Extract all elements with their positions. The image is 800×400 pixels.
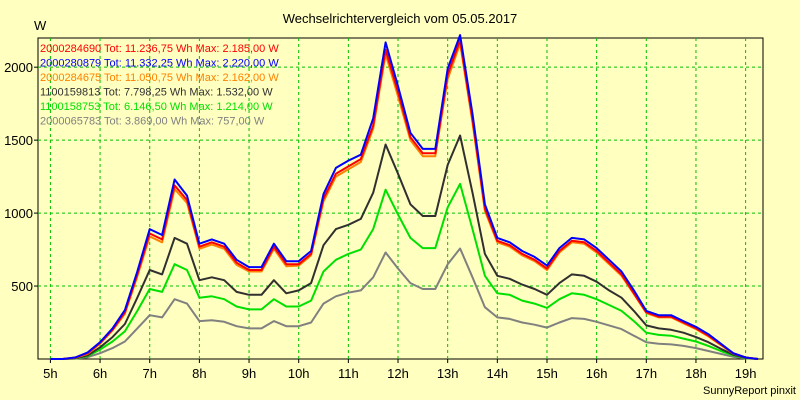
series-line-1100159813 bbox=[50, 134, 759, 360]
x-tick-label: 8h bbox=[192, 366, 206, 381]
x-tick-label: 16h bbox=[586, 366, 608, 381]
x-tick-label: 11h bbox=[338, 366, 359, 381]
x-tick-label: 9h bbox=[242, 366, 256, 381]
footer-credit: SunnyReport pinxit bbox=[703, 385, 796, 397]
x-tick-label: 17h bbox=[635, 366, 657, 381]
x-tick-label: 10h bbox=[288, 366, 310, 381]
series-line-2000284690 bbox=[50, 39, 759, 360]
chart-title: Wechselrichtervergleich vom 05.05.2017 bbox=[283, 11, 518, 26]
x-tick-label: 15h bbox=[536, 366, 558, 381]
y-tick-label: 500 bbox=[11, 279, 33, 294]
x-tick-label: 12h bbox=[387, 366, 409, 381]
legend-entry-1100159813: 1100159813 Tot: 7.798,25 Wh Max: 1.532,0… bbox=[40, 87, 273, 99]
legend-entry-2000284675: 2000284675 Tot: 11.050,75 Wh Max: 2.162,… bbox=[40, 72, 279, 84]
x-tick-label: 5h bbox=[43, 366, 57, 381]
legend-entry-2000284690: 2000284690 Tot: 11.236,75 Wh Max: 2.185,… bbox=[40, 43, 279, 55]
legend-entry-2000280879: 2000280879 Tot: 11.332,25 Wh Max: 2.220,… bbox=[40, 58, 279, 70]
series-layer bbox=[50, 34, 759, 360]
series-line-2000280879 bbox=[50, 34, 759, 360]
grid-layer bbox=[34, 38, 763, 363]
legend-entry-2000065783: 2000065783 Tot: 3.869,00 Wh Max: 757,00 … bbox=[40, 116, 265, 128]
y-unit-label: W bbox=[34, 18, 47, 33]
y-tick-label: 1500 bbox=[4, 133, 33, 148]
x-tick-label: 6h bbox=[93, 366, 107, 381]
x-tick-label: 7h bbox=[142, 366, 156, 381]
series-line-2000065783 bbox=[50, 247, 759, 360]
plot-frame bbox=[37, 37, 764, 360]
legend-entry-1100158753: 1100158753 Tot: 6.146,50 Wh Max: 1.214,0… bbox=[40, 101, 273, 113]
y-tick-label: 2000 bbox=[4, 60, 33, 75]
x-tick-label: 19h bbox=[735, 366, 757, 381]
legend: 2000284690 Tot: 11.236,75 Wh Max: 2.185,… bbox=[40, 43, 279, 128]
series-line-1100158753 bbox=[50, 182, 759, 360]
x-tick-labels: 5h 6h 7h 8h 9h 10h 11h 12h 13h 14h 15h 16h 17h 18h 19h bbox=[43, 366, 756, 381]
x-tick-label: 18h bbox=[685, 366, 707, 381]
y-tick-labels: 500 1000 1500 2000 bbox=[4, 60, 33, 294]
x-tick-label: 13h bbox=[437, 366, 459, 381]
x-tick-label: 14h bbox=[486, 366, 508, 381]
y-tick-label: 1000 bbox=[4, 206, 33, 221]
